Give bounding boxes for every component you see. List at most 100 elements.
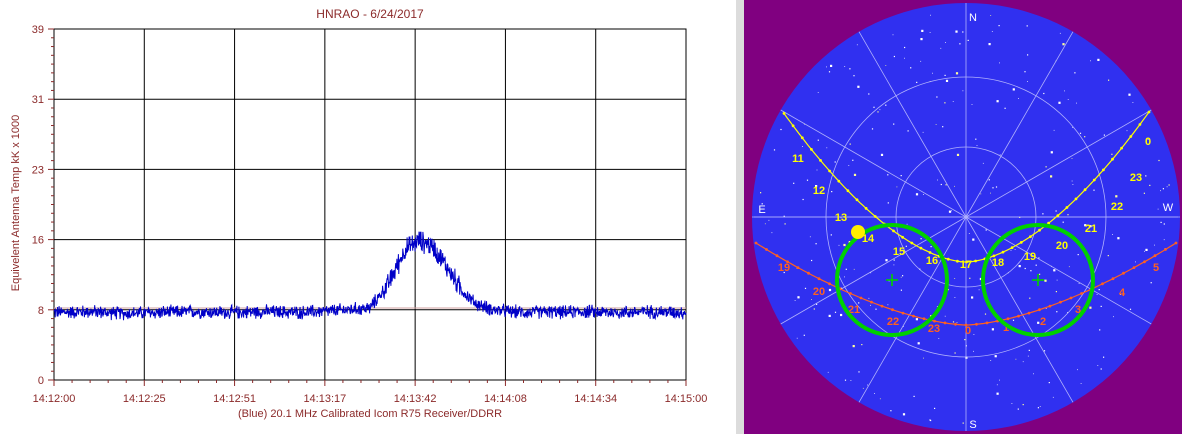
star: [922, 131, 924, 133]
star: [940, 47, 942, 49]
star: [900, 276, 902, 278]
sun-dot: [1111, 277, 1115, 281]
sun-dot: [1132, 266, 1136, 269]
star: [1144, 250, 1145, 252]
antenna-beam-circle: [981, 223, 1095, 337]
star: [1029, 297, 1031, 299]
star: [940, 183, 942, 186]
jupiter-hour-label: 13: [835, 212, 847, 224]
star: [1162, 188, 1164, 190]
star: [1154, 244, 1155, 246]
star: [1012, 88, 1015, 91]
star: [956, 322, 958, 323]
star: [975, 138, 977, 140]
jupiter-dot: [819, 159, 822, 162]
star: [1090, 60, 1091, 62]
star: [831, 191, 833, 193]
sun-hour-label: 2: [1040, 316, 1046, 328]
star: [856, 44, 858, 46]
star: [935, 124, 937, 125]
star: [849, 68, 851, 70]
star: [945, 42, 946, 43]
star: [858, 371, 860, 373]
jupiter-dot: [1038, 228, 1041, 232]
sun-dot: [765, 248, 768, 251]
cardinal-west: W: [1163, 202, 1174, 214]
star: [915, 318, 918, 321]
star: [1074, 72, 1076, 74]
star: [879, 109, 881, 111]
sun-hour-label: 5: [1153, 262, 1159, 274]
sun-dot: [912, 314, 915, 318]
star: [921, 29, 924, 32]
azimuth-line: [965, 216, 1074, 403]
star: [892, 34, 894, 36]
jupiter-dot: [1029, 235, 1032, 239]
star: [811, 259, 813, 262]
x-tick-label: 14:14:34: [574, 393, 617, 405]
jupiter-hour-label: 23: [1130, 172, 1142, 184]
star: [999, 154, 1001, 156]
star: [991, 328, 994, 331]
star: [877, 111, 879, 113]
star: [1113, 316, 1114, 318]
sky-map-panel: N S E W 11 12 13 14 15 16 17 18 19 20 21 22 23 0 19 20…: [744, 0, 1182, 434]
star: [793, 182, 795, 184]
star: [904, 46, 906, 49]
star: [1067, 214, 1069, 216]
star: [1072, 126, 1073, 128]
jupiter-dot: [974, 259, 977, 263]
star: [988, 179, 990, 181]
star: [1160, 221, 1162, 223]
star: [802, 146, 803, 147]
star: [813, 308, 815, 310]
star: [1115, 195, 1118, 198]
star: [1120, 294, 1121, 295]
star: [968, 233, 970, 234]
star: [893, 123, 895, 125]
star: [945, 79, 949, 82]
star: [1071, 158, 1073, 159]
star: [1076, 102, 1077, 104]
jupiter-dot: [956, 259, 959, 263]
star: [973, 350, 974, 352]
star: [904, 57, 905, 59]
sun-dot: [1069, 296, 1073, 300]
jupiter-dot: [946, 257, 950, 261]
sun-hour-label: 0: [965, 325, 971, 337]
star: [806, 179, 809, 181]
star: [870, 272, 872, 274]
star: [929, 32, 931, 33]
star: [1093, 189, 1095, 191]
star: [955, 30, 958, 33]
star: [988, 43, 991, 46]
star: [951, 210, 952, 212]
antenna-temperature-chart: HNRAO - 6/24/2017 Equivelent Antenna Tem…: [10, 7, 707, 420]
star: [1072, 184, 1074, 185]
star: [783, 271, 785, 274]
star: [1027, 54, 1029, 56]
star: [967, 39, 969, 41]
star: [1044, 279, 1047, 282]
star: [1056, 279, 1058, 281]
star: [828, 71, 831, 73]
star: [887, 202, 889, 204]
series-line: [53, 231, 687, 321]
star: [952, 101, 954, 102]
star: [999, 379, 1000, 381]
star: [830, 64, 833, 67]
star: [944, 74, 946, 76]
jupiter-dot: [828, 169, 831, 173]
star: [1027, 355, 1029, 357]
star: [944, 315, 946, 317]
jupiter-hour-label: 11: [792, 153, 804, 165]
star: [850, 380, 852, 381]
star: [896, 186, 898, 188]
star: [858, 302, 860, 304]
star: [954, 352, 956, 354]
sun-dot: [943, 321, 947, 325]
azimuth-line: [858, 216, 967, 403]
star: [768, 219, 770, 221]
star: [1050, 151, 1053, 154]
star: [1168, 184, 1170, 186]
